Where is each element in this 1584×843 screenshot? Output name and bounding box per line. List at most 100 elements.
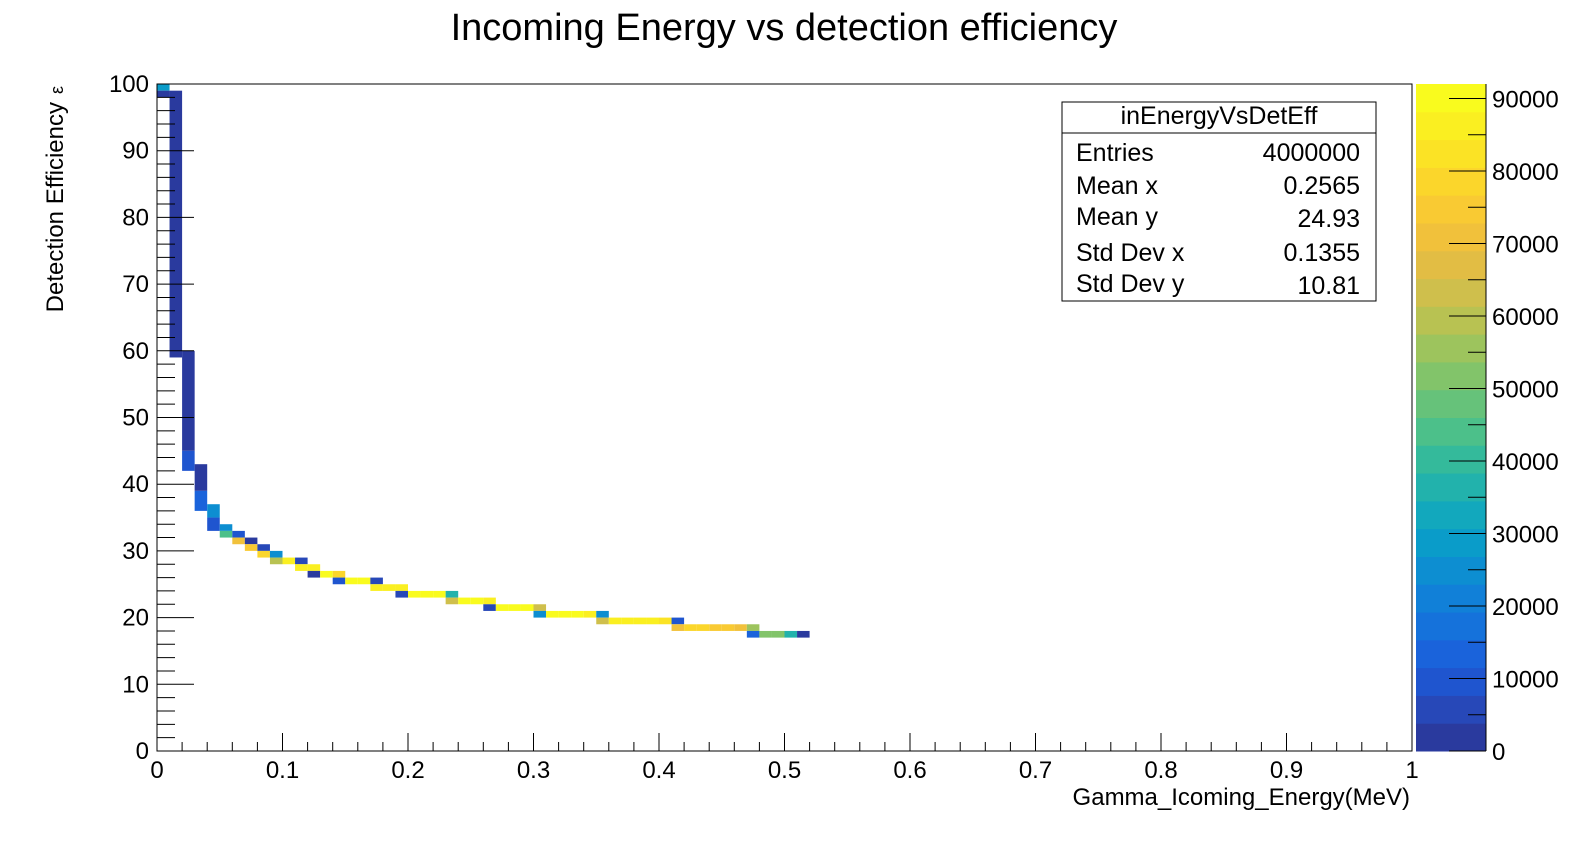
- y-tick-label: 40: [122, 471, 149, 498]
- palette-swatch: [1416, 612, 1486, 641]
- y-tick-label: 10: [122, 671, 149, 698]
- palette-swatch: [1416, 667, 1486, 696]
- heatmap-cell: [307, 564, 321, 571]
- x-tick-label: 1: [1405, 757, 1418, 784]
- palette-swatch: [1416, 139, 1486, 168]
- stats-value-std-x: 0.1355: [1284, 239, 1360, 267]
- palette-swatch: [1416, 250, 1486, 280]
- heatmap-cell: [746, 630, 760, 638]
- palette-swatch: [1416, 111, 1486, 141]
- x-tick-label: 0.6: [893, 757, 926, 784]
- x-tick-label: 0.1: [266, 757, 299, 784]
- heatmap-cell: [445, 590, 459, 598]
- palette-tick-label: 90000: [1492, 87, 1559, 114]
- palette-swatch: [1416, 389, 1486, 418]
- heatmap-cell: [157, 84, 170, 91]
- heatmap-cell: [182, 450, 195, 471]
- heatmap-cell: [207, 504, 220, 518]
- heatmap-cell: [608, 617, 622, 625]
- x-tick-label: 0.7: [1019, 757, 1052, 784]
- y-tick-label: 0: [136, 738, 149, 765]
- palette-swatch: [1416, 584, 1486, 613]
- heatmap-cell: [257, 550, 270, 558]
- palette-swatch: [1416, 222, 1486, 252]
- stats-frame: [1061, 101, 1377, 302]
- heatmap-cell: [282, 557, 296, 565]
- heatmap-cells: [157, 84, 810, 638]
- palette-swatch: [1416, 361, 1486, 391]
- palette-swatch: [1416, 445, 1486, 474]
- y-axis-label: Detection Efficiency ε: [42, 86, 69, 312]
- x-tick-label: 0.4: [642, 757, 675, 784]
- stats-box: inEnergyVsDetEff Entries 4000000 Mean x …: [1061, 101, 1377, 302]
- y-tick-label: 80: [122, 204, 149, 231]
- heatmap-cell: [182, 350, 195, 451]
- x-tick-label: 0.5: [768, 757, 801, 784]
- palette-swatch: [1416, 306, 1486, 335]
- heatmap-cell: [583, 610, 597, 618]
- heatmap-cell: [696, 624, 710, 631]
- y-axis-label-text: Detection Efficiency: [42, 102, 69, 312]
- heatmap-cell: [332, 577, 346, 585]
- heatmap-cell: [671, 624, 685, 631]
- palette-tick-label: 50000: [1492, 377, 1559, 404]
- palette-swatch: [1416, 278, 1486, 307]
- heatmap-cell: [207, 517, 220, 531]
- heatmap-cell: [659, 617, 672, 625]
- color-palette: [1416, 84, 1486, 752]
- y-tick-label: 20: [122, 605, 149, 632]
- palette-swatch: [1416, 473, 1486, 502]
- heatmap-cell: [169, 90, 183, 358]
- heatmap-cell: [709, 624, 722, 631]
- palette-swatch: [1416, 528, 1486, 557]
- y-tick-label: 60: [122, 338, 149, 365]
- heatmap-cell: [332, 570, 346, 578]
- heatmap-cell: [219, 524, 233, 531]
- stats-label-mean-x: Mean x: [1076, 172, 1158, 200]
- palette-swatch: [1416, 417, 1486, 446]
- heatmap-cell: [219, 530, 233, 538]
- palette-tick-label: 10000: [1492, 667, 1559, 694]
- heatmap-cell: [320, 570, 333, 578]
- y-axis-label-symbol: ε: [47, 86, 67, 94]
- palette-tick-label: 30000: [1492, 522, 1559, 549]
- heatmap-cell: [495, 604, 509, 611]
- heatmap-cell: [420, 590, 434, 598]
- heatmap-cell: [232, 530, 245, 538]
- heatmap-cell: [395, 590, 408, 598]
- y-tick-label: 30: [122, 538, 149, 565]
- palette-tick-label: 20000: [1492, 594, 1559, 621]
- heatmap-cell: [295, 557, 308, 565]
- stats-value-mean-x: 0.2565: [1284, 172, 1360, 200]
- stats-value-std-y: 10.81: [1297, 272, 1360, 300]
- heatmap-cell: [596, 617, 609, 625]
- heatmap-cell: [671, 617, 685, 625]
- stats-value-mean-y: 24.93: [1297, 205, 1360, 233]
- y-tick-label: 70: [122, 271, 149, 298]
- palette-tick-label: 60000: [1492, 304, 1559, 331]
- y-tick-label: 50: [122, 405, 149, 432]
- heatmap-cell: [759, 630, 772, 638]
- heatmap-cell: [357, 577, 371, 585]
- palette-tick-label: 70000: [1492, 232, 1559, 259]
- heatmap-cell: [621, 617, 634, 625]
- stats-label-std-y: Std Dev y: [1076, 270, 1185, 298]
- heatmap-cell: [633, 617, 647, 625]
- heatmap-cell: [307, 570, 321, 578]
- heatmap-cell: [483, 604, 496, 611]
- x-tick-label: 0: [150, 757, 163, 784]
- heatmap-cell: [408, 590, 421, 598]
- heatmap-cell: [194, 464, 208, 491]
- x-axis: 0 0.1 0.2 0.3 0.4 0.5 0.6 0.7 0.8 0.9 1: [150, 733, 1419, 784]
- palette-swatch: [1416, 695, 1486, 724]
- heatmap-cell: [395, 584, 408, 591]
- heatmap-cell: [533, 610, 547, 618]
- heatmap-cell: [458, 597, 471, 605]
- palette-swatch: [1416, 500, 1486, 530]
- heatmap-cell: [244, 544, 258, 551]
- heatmap-cell: [520, 604, 534, 611]
- stats-label-entries: Entries: [1076, 139, 1154, 167]
- heatmap-cell: [269, 550, 283, 558]
- palette-swatch: [1416, 639, 1486, 669]
